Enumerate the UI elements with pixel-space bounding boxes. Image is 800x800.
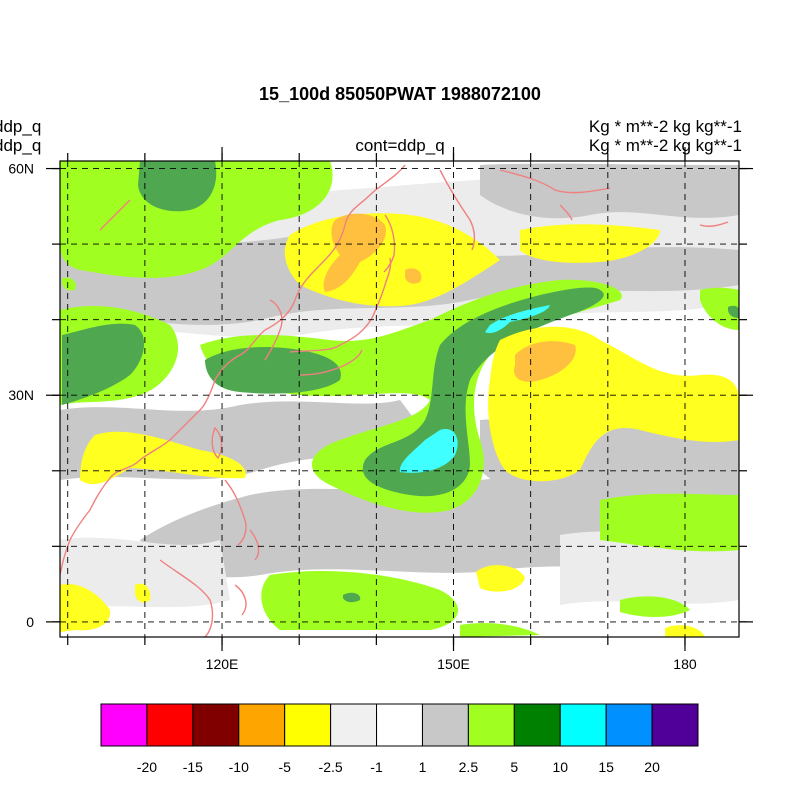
field-orange-north-small — [405, 268, 422, 284]
graticule — [60, 161, 739, 637]
axis-ticks: 120E 150E 180 60N 30N 0 — [8, 147, 753, 672]
coast-japan-south — [299, 349, 363, 376]
field-green-east-small — [620, 596, 690, 617]
coast-taiwan — [211, 426, 223, 460]
field-yellow-bottom-right — [665, 625, 705, 637]
colorbar-level-label: 1 — [419, 759, 427, 775]
colorbar-box — [146, 703, 194, 747]
field-green-band-middle — [200, 279, 622, 513]
coast-alaska-small — [699, 221, 729, 227]
coastlines — [60, 164, 729, 637]
field-cyan-north — [485, 305, 550, 334]
colorbar-level-label: 20 — [644, 759, 660, 775]
colorbar-box — [421, 703, 469, 747]
units-label-bottom: Kg * m**-2 kg kg**-1 — [588, 136, 742, 155]
colorbar-level-label: -2.5 — [319, 759, 343, 775]
field-darkgreen-west — [62, 323, 145, 405]
field-green-south — [261, 570, 459, 630]
colorbar-level-label: 2.5 — [459, 759, 479, 775]
colorbar-level-label: 10 — [552, 759, 568, 775]
field-green-east-edge — [700, 287, 739, 330]
lon-tick-label: 150E — [437, 656, 470, 672]
colorbar-box — [284, 703, 332, 747]
field-yellow-northeast — [520, 224, 660, 263]
colorbar-level-label: -1 — [370, 759, 383, 775]
field-yellow-southwest-small — [135, 583, 151, 603]
field-orange-east — [514, 341, 576, 382]
field-green-southeast — [600, 493, 739, 552]
lon-tick-label: 120E — [206, 656, 239, 672]
contour-label: cont=ddp_q — [355, 136, 445, 155]
coast-kamchatka — [439, 169, 476, 251]
colorbar-box — [559, 703, 607, 747]
field-darkgreen-northwest — [138, 161, 217, 212]
colorbar-boxes — [100, 703, 699, 747]
plot-title: 15_100d 85050PWAT 1988072100 — [259, 84, 541, 104]
coast-aleutian — [559, 204, 573, 221]
coast-japan — [289, 257, 392, 353]
colorbar-box — [192, 703, 240, 747]
coast-borneo — [159, 559, 214, 637]
field-green-northwest — [60, 161, 333, 278]
colorbar-box — [100, 703, 148, 747]
colorbar-level-label: -15 — [183, 759, 203, 775]
coast-philippines — [224, 479, 247, 546]
colorbar-box — [238, 703, 286, 747]
units-label-top: Kg * m**-2 kg kg**-1 — [588, 117, 742, 136]
coast-northeast — [499, 169, 611, 194]
field-yellow-south — [476, 565, 525, 592]
coast-lake-baikal — [99, 199, 131, 231]
coast-sakhalin — [383, 214, 396, 273]
colorbar-box — [330, 703, 378, 747]
colorbar-level-label: -10 — [229, 759, 249, 775]
field-green-northwest-small — [62, 277, 76, 291]
colorbar-level-label: 15 — [598, 759, 614, 775]
coast-sulawesi — [234, 584, 247, 616]
colorbar-box — [467, 703, 515, 747]
field-cyan-arc — [399, 429, 458, 473]
lat-tick-label: 0 — [26, 614, 34, 630]
colorbar-box — [605, 703, 653, 747]
field-darkgreen-east-edge — [728, 305, 739, 318]
field-green-south-small — [460, 623, 540, 637]
field-gray-northeast — [480, 163, 739, 219]
field-darkgreen-south-small — [343, 592, 361, 603]
coast-philippines-south — [249, 529, 260, 561]
field-yellow-southwest — [60, 584, 111, 632]
field-orange-north — [323, 213, 386, 292]
map-frame — [59, 160, 740, 638]
left-label-top: ddp_q — [0, 117, 42, 136]
coast-korea — [264, 299, 283, 361]
lat-tick-label: 30N — [8, 387, 34, 403]
colorbar-level-label: -20 — [137, 759, 157, 775]
colorbar-level-label: -5 — [278, 759, 291, 775]
field-darkgreen-middle — [205, 347, 341, 394]
lon-tick-label: 180 — [673, 656, 697, 672]
colorbar-box — [376, 703, 423, 747]
colorbar-box — [651, 703, 699, 747]
colorbar-level-label: 5 — [510, 759, 518, 775]
lat-tick-label: 60N — [8, 161, 34, 177]
left-label-bottom: ddp_q — [0, 136, 42, 155]
colorbar-labels: -20 -15 -10 -5 -2.5 -1 1 2.5 5 10 15 20 — [137, 759, 660, 775]
coast-east-asia — [60, 164, 406, 576]
colorbar-box — [513, 703, 561, 747]
